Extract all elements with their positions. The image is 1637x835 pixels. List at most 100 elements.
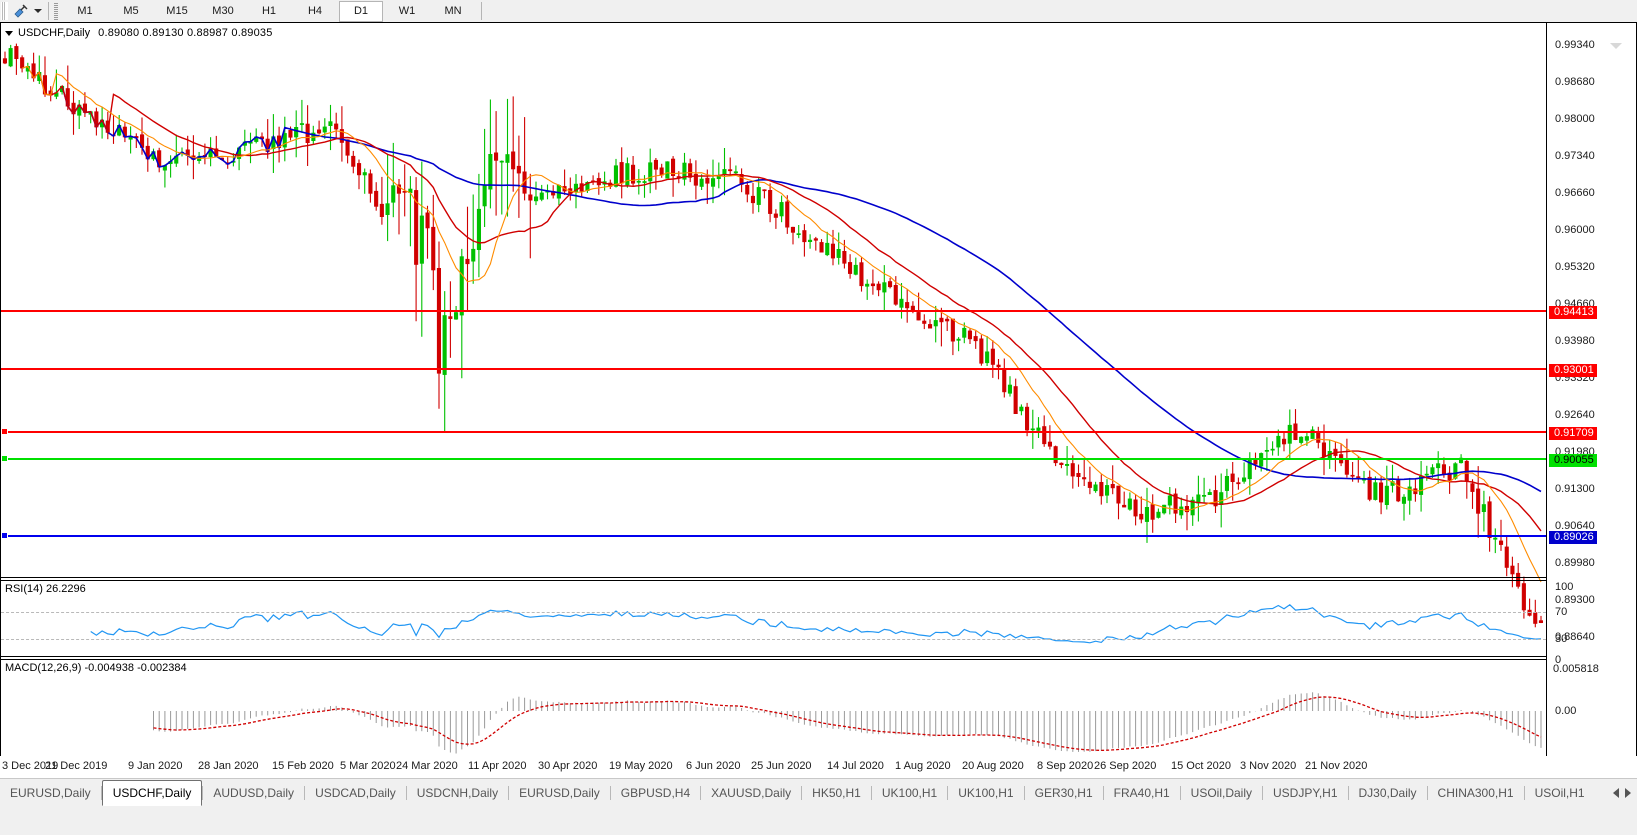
chart-tab-usoil-daily[interactable]: USOil,Daily bbox=[1190, 786, 1253, 800]
chart-tab-dj30-daily[interactable]: DJ30,Daily bbox=[1358, 786, 1417, 800]
level-line-090055[interactable] bbox=[841, 458, 1546, 460]
chart-menu-caret-icon[interactable] bbox=[5, 30, 13, 36]
chart-tab-audusd-daily[interactable]: AUDUSD,Daily bbox=[213, 786, 295, 800]
price-tag-090055[interactable]: 0.90055 bbox=[1549, 454, 1597, 467]
date-tick: 1 Aug 2020 bbox=[895, 760, 951, 772]
chart-tab-gbpusd-h4[interactable]: GBPUSD,H4 bbox=[620, 786, 691, 800]
tab-divider bbox=[1347, 786, 1349, 800]
date-tick: 19 May 2020 bbox=[609, 760, 673, 772]
chart-tab-usdcad-daily[interactable]: USDCAD,Daily bbox=[315, 786, 396, 800]
timeframe-d1[interactable]: D1 bbox=[339, 0, 383, 22]
chart-tab-uk100-h1[interactable]: UK100,H1 bbox=[958, 786, 1014, 800]
rsi-label: RSI(14) 26.2296 bbox=[5, 583, 86, 595]
timeframe-m15[interactable]: M15 bbox=[166, 5, 188, 17]
tab-divider bbox=[1426, 786, 1428, 800]
tab-scroll-controls[interactable] bbox=[1607, 780, 1637, 806]
chart-tab-eurusd-daily[interactable]: EURUSD,Daily bbox=[10, 786, 91, 800]
price-tick: 0.93980 bbox=[1555, 335, 1595, 347]
price-tag-093001[interactable]: 0.93001 bbox=[1549, 364, 1597, 377]
chart-tabs[interactable]: EURUSD,Daily USDCHF,Daily AUDUSD,Daily USDC… bbox=[0, 780, 1607, 806]
timeframe-w1[interactable]: W1 bbox=[398, 5, 416, 17]
toolbar-dropdown-icon[interactable] bbox=[34, 9, 42, 13]
date-tick: 3 Dec 2019 bbox=[2, 760, 59, 772]
price-tick: 0.96660 bbox=[1555, 187, 1595, 199]
price-tick: 0.90640 bbox=[1555, 520, 1595, 532]
tab-divider bbox=[1102, 786, 1104, 800]
tab-scroll-left-icon[interactable] bbox=[1613, 788, 1619, 798]
price-tick: 0.92640 bbox=[1555, 409, 1595, 421]
chart-tab-uk100-h1[interactable]: UK100,H1 bbox=[881, 786, 938, 800]
level-line-091709[interactable] bbox=[1, 428, 1546, 435]
chart-tab-usdcnh-daily[interactable]: USDCNH,Daily bbox=[416, 786, 499, 800]
date-tick: 28 Jan 2020 bbox=[198, 760, 259, 772]
timeframe-h1[interactable]: H1 bbox=[261, 5, 277, 17]
price-tick: 0.99340 bbox=[1555, 39, 1595, 51]
tab-divider bbox=[202, 786, 204, 800]
timeframe-h4[interactable]: H4 bbox=[307, 5, 323, 17]
date-tick: 9 Jan 2020 bbox=[128, 760, 183, 772]
price-tag-094413[interactable]: 0.94413 bbox=[1549, 306, 1597, 319]
tab-scroll-right-icon[interactable] bbox=[1625, 788, 1631, 798]
timeframe-m1[interactable]: M1 bbox=[77, 5, 93, 17]
chart-tab-bar: EURUSD,Daily USDCHF,Daily AUDUSD,Daily USDC… bbox=[0, 778, 1637, 835]
date-tick: 21 Dec 2019 bbox=[45, 760, 108, 772]
timeframe-mn[interactable]: MN bbox=[444, 5, 462, 17]
toolbar-drag-handle[interactable] bbox=[1, 2, 8, 20]
price-rsi-separator bbox=[1, 577, 1546, 578]
level-line-093001[interactable] bbox=[1, 368, 1546, 370]
chart-plot-area[interactable] bbox=[1, 23, 1546, 779]
rsi-tick-100: 100 bbox=[1555, 581, 1574, 593]
date-tick: 24 Mar 2020 bbox=[396, 760, 458, 772]
tab-divider bbox=[870, 786, 872, 800]
chart-tab-ger30-h1[interactable]: GER30,H1 bbox=[1034, 786, 1093, 800]
chart-tab-usdchf-daily[interactable]: USDCHF,Daily bbox=[101, 780, 203, 806]
chart-tab-usdjpy-h1[interactable]: USDJPY,H1 bbox=[1273, 786, 1338, 800]
rsi-macd-separator bbox=[1, 656, 1546, 657]
ma-fast-line bbox=[33, 70, 1542, 532]
chart-tab-hk50-h1[interactable]: HK50,H1 bbox=[812, 786, 861, 800]
rsi-tick-30: 30 bbox=[1555, 633, 1568, 645]
chart-tab-xauusd-daily[interactable]: XAUUSD,Daily bbox=[711, 786, 792, 800]
chart-tab-china300-h1[interactable]: CHINA300,H1 bbox=[1437, 786, 1514, 800]
crosshair-icon[interactable] bbox=[10, 1, 30, 21]
price-tag-089026[interactable]: 0.89026 bbox=[1549, 531, 1597, 544]
timeframe-m30[interactable]: M30 bbox=[212, 5, 234, 17]
chart-header: USDCHF,Daily 0.89080 0.89130 0.88987 0.8… bbox=[5, 26, 273, 40]
timeframe-m5[interactable]: M5 bbox=[123, 5, 139, 17]
date-axis[interactable]: 3 Dec 2019 21 Dec 2019 9 Jan 2020 28 Jan… bbox=[0, 756, 1637, 778]
toolbar-grip[interactable] bbox=[54, 2, 58, 20]
macd-tick-zero: 0.00 bbox=[1555, 705, 1577, 717]
level-line-094413[interactable] bbox=[1, 310, 1546, 312]
price-rsi-separator-2 bbox=[1, 580, 1546, 581]
rsi-band-70 bbox=[1, 612, 1546, 613]
price-tick: 0.97340 bbox=[1555, 150, 1595, 162]
toolbar-end-separator bbox=[481, 2, 482, 20]
toolbar-separator bbox=[48, 2, 49, 20]
date-tick: 14 Jul 2020 bbox=[827, 760, 884, 772]
chart-symbol-label: USDCHF,Daily bbox=[18, 27, 91, 39]
level-line-090055-left[interactable] bbox=[1, 455, 841, 462]
price-scale[interactable]: 0.99340 0.98680 0.98000 0.97340 0.96660 … bbox=[1547, 23, 1637, 779]
chart-tab-usoil-h1[interactable]: USOil,H1 bbox=[1534, 786, 1585, 800]
date-tick: 5 Mar 2020 bbox=[340, 760, 396, 772]
date-tick: 3 Nov 2020 bbox=[1240, 760, 1297, 772]
chart-tab-fra40-h1[interactable]: FRA40,H1 bbox=[1113, 786, 1170, 800]
level-handle-089026[interactable] bbox=[1, 532, 8, 539]
rsi-band-30 bbox=[1, 639, 1546, 640]
price-tick: 0.89300 bbox=[1555, 594, 1595, 606]
level-line-089026[interactable] bbox=[1, 532, 1546, 539]
tab-divider bbox=[304, 786, 306, 800]
level-handle-090055[interactable] bbox=[1, 455, 8, 462]
chart-tab-eurusd-daily[interactable]: EURUSD,Daily bbox=[519, 786, 600, 800]
date-tick: 8 Sep 2020 bbox=[1037, 760, 1094, 772]
tab-divider bbox=[1262, 786, 1264, 800]
tab-divider bbox=[801, 786, 803, 800]
chart-canvas[interactable]: USDCHF,Daily 0.89080 0.89130 0.88987 0.8… bbox=[0, 22, 1637, 779]
level-handle-091709[interactable] bbox=[1, 428, 8, 435]
plot-right-border bbox=[1546, 23, 1547, 779]
date-tick: 30 Apr 2020 bbox=[538, 760, 598, 772]
ma-slow-line bbox=[61, 85, 1542, 493]
price-tag-091709[interactable]: 0.91709 bbox=[1549, 427, 1597, 440]
tab-divider bbox=[1179, 786, 1181, 800]
price-tick: 0.88640 bbox=[1555, 631, 1595, 643]
